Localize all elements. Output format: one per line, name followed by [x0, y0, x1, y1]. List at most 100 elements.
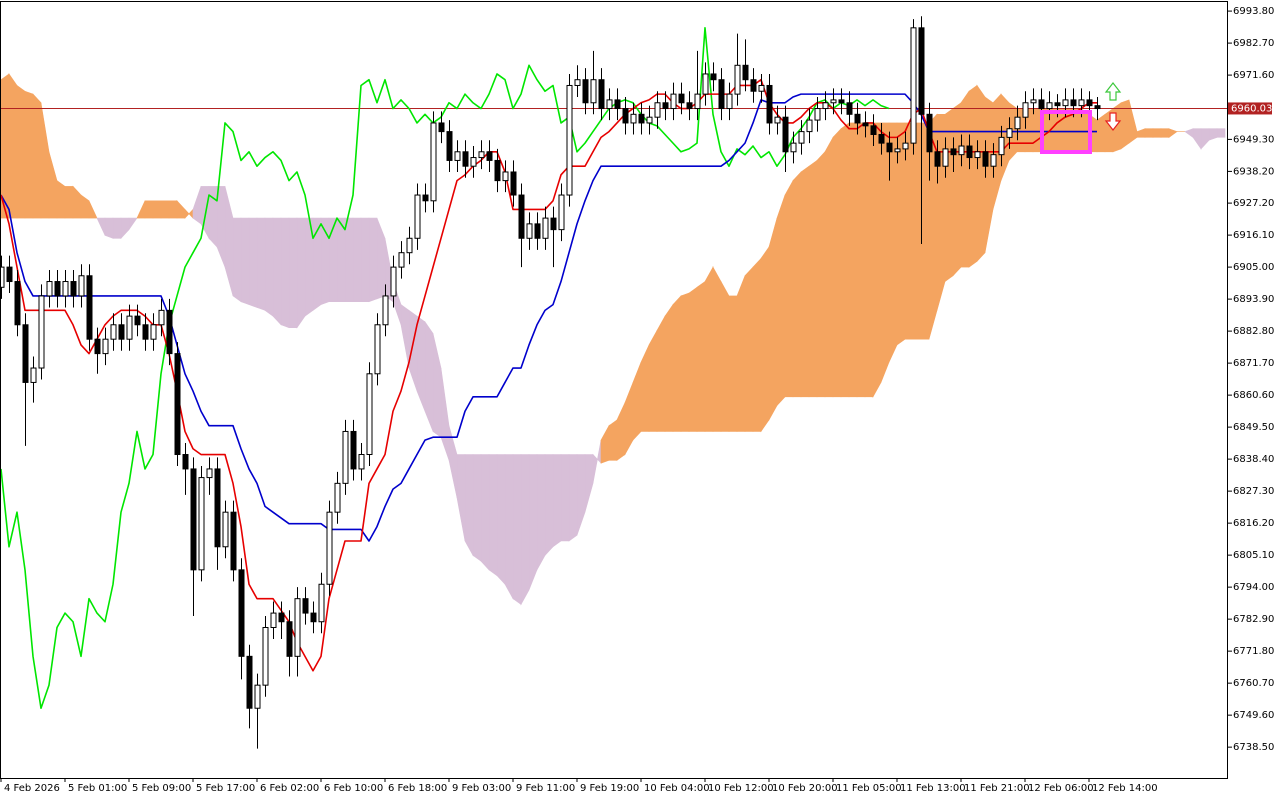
cloud-segment: [872, 122, 882, 399]
y-tick-label: 6760.70: [1233, 678, 1274, 689]
cloud-segment: [976, 84, 986, 263]
candle-body: [334, 482, 341, 513]
y-tick-label: 6982.70: [1233, 38, 1274, 49]
candle-body: [430, 122, 437, 202]
candle-body: [1070, 99, 1077, 107]
cloud-segment: [808, 159, 818, 398]
cloud-segment: [96, 217, 106, 236]
candle-body: [142, 324, 149, 340]
y-tick-label: 6794.00: [1233, 582, 1274, 593]
candle-body: [558, 194, 565, 231]
cloud-segment: [936, 114, 946, 311]
cloud-segment: [552, 454, 562, 548]
candle-body: [1078, 99, 1085, 107]
candle-body: [686, 102, 693, 110]
cloud-segment: [856, 122, 866, 398]
cloud-segment: [376, 217, 386, 300]
cloud-segment: [40, 102, 50, 219]
candle-body: [1062, 99, 1069, 107]
candle-body: [262, 627, 269, 686]
cloud-segment: [464, 454, 474, 557]
cloud-segment: [248, 217, 258, 308]
candle-body: [894, 148, 901, 153]
cloud-segment: [512, 454, 522, 606]
cloud-segment: [120, 217, 130, 240]
cloud-segment: [1072, 108, 1082, 153]
candle-body: [222, 511, 229, 548]
candle-body: [302, 598, 309, 614]
candle-body: [382, 295, 389, 326]
cloud-segment: [560, 454, 570, 542]
candle-body: [14, 281, 21, 326]
cloud-segment: [656, 314, 666, 432]
candle-body: [454, 151, 461, 161]
cloud-segment: [144, 200, 154, 219]
cloud-segment: [984, 96, 994, 253]
cloud-segment: [800, 165, 810, 398]
y-tick-label: 6771.80: [1233, 646, 1274, 657]
cloud-segment: [712, 265, 722, 432]
candle-body: [422, 194, 429, 202]
candle-body: [414, 194, 421, 239]
candle-body: [54, 281, 61, 297]
cloud-segment: [816, 151, 826, 398]
y-tick-label: 6871.70: [1233, 358, 1274, 369]
candle-body: [1014, 116, 1021, 130]
x-tick-label: 11 Feb 13:00: [900, 783, 966, 794]
candle-body: [310, 612, 317, 623]
indicator-line: [0, 27, 890, 710]
y-tick-label: 6738.50: [1233, 742, 1274, 753]
candle-body: [622, 108, 629, 124]
candle-body: [518, 194, 525, 239]
current-price-label: 6960.03: [1231, 103, 1272, 114]
cloud-segment: [1120, 99, 1130, 150]
candle-body: [158, 309, 165, 326]
candle-body: [62, 281, 69, 297]
cloud-segment: [480, 454, 490, 571]
candle-body: [710, 73, 717, 81]
candle-body: [278, 612, 285, 623]
y-tick-label: 6782.90: [1233, 614, 1274, 625]
candle-body: [406, 237, 413, 254]
candle-body: [990, 154, 997, 167]
candle-body: [822, 102, 829, 110]
candle-body: [190, 468, 197, 571]
candle-body: [134, 315, 141, 326]
candle-body: [174, 353, 181, 456]
candle-body: [814, 108, 821, 121]
candle-body: [1006, 128, 1013, 138]
cloud-segment: [1200, 128, 1210, 150]
y-tick-label: 6993.80: [1233, 6, 1274, 17]
cloud-segment: [328, 217, 338, 303]
candles: [0, 16, 1101, 749]
cloud-segment: [288, 217, 298, 328]
candle-body: [118, 324, 125, 340]
cloud-segment: [224, 186, 234, 297]
candle-body: [86, 275, 93, 340]
cloud-segment: [152, 200, 162, 219]
candle-body: [1086, 99, 1093, 107]
y-tick-label: 6882.80: [1233, 326, 1274, 337]
current-price-box: [1228, 102, 1272, 115]
cloud-segment: [344, 217, 354, 303]
cloud-segment: [824, 136, 834, 398]
candle-body: [446, 131, 453, 161]
candle-body: [630, 113, 637, 124]
cloud-segment: [440, 367, 450, 461]
candle-body: [702, 73, 709, 95]
cloud-segment: [672, 295, 682, 432]
cloud-segment: [408, 309, 418, 392]
candle-body: [638, 113, 645, 124]
cloud-segment: [760, 245, 770, 433]
cloud-segment: [592, 440, 602, 484]
cloud-segment: [640, 344, 650, 432]
x-tick-label: 10 Feb 20:00: [772, 783, 838, 794]
cloud-segment: [256, 217, 266, 311]
candle-body: [38, 295, 45, 369]
cloud-segment: [176, 200, 186, 219]
candle-body: [494, 159, 501, 182]
candle-body: [878, 133, 885, 144]
cloud-segment: [624, 382, 634, 456]
cloud-segment: [776, 194, 786, 407]
cloud-segment: [72, 185, 82, 219]
